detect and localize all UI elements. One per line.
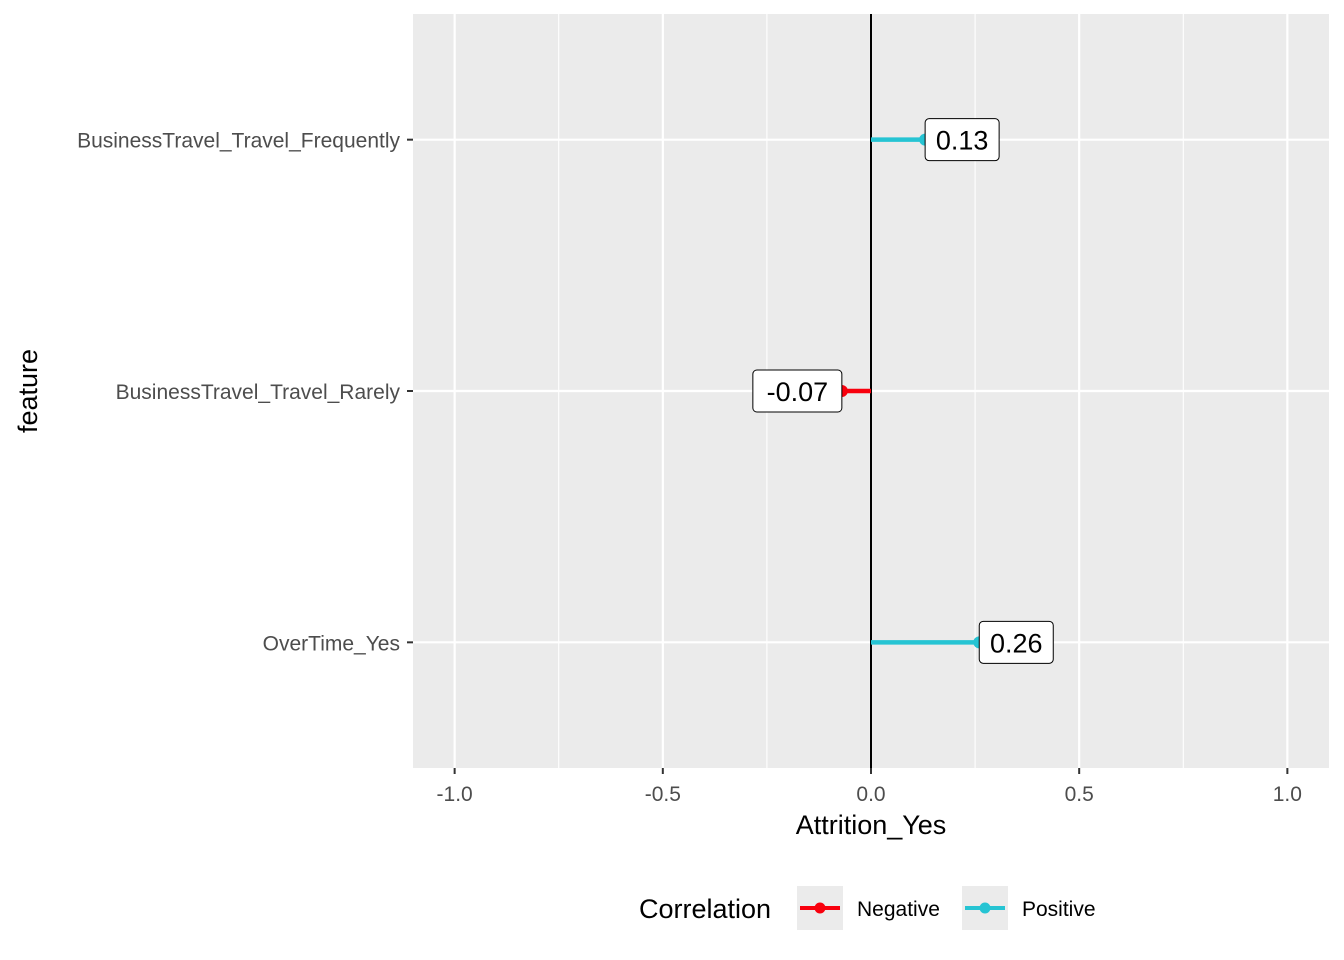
data-label-box <box>978 620 1054 664</box>
data-label: 0.26 <box>990 628 1043 658</box>
legend: Correlation Negative Positive <box>639 886 1096 930</box>
legend-title: Correlation <box>639 894 771 924</box>
y-tick-label: BusinessTravel_Travel_Frequently <box>77 130 400 153</box>
x-tick-label: 0.0 <box>856 783 885 806</box>
y-tick-label: BusinessTravel_Travel_Rarely <box>116 381 401 404</box>
x-axis-title: Attrition_Yes <box>796 810 947 840</box>
legend-point-positive <box>979 902 991 914</box>
y-tick-label: OverTime_Yes <box>263 632 400 655</box>
data-label: -0.07 <box>767 377 829 407</box>
data-label-box <box>924 118 1000 162</box>
data-label: 0.13 <box>936 126 989 156</box>
legend-point-negative <box>814 902 826 914</box>
marks: 0.13 -0.07 0.26 <box>752 118 1054 664</box>
y-axis-title: feature <box>13 349 43 433</box>
legend-label-negative: Negative <box>857 898 940 921</box>
y-axis: BusinessTravel_Travel_Frequently Business… <box>77 130 413 655</box>
x-axis: -1.0 -0.5 0.0 0.5 1.0 <box>437 768 1302 806</box>
data-label-group: 0.13 <box>924 118 1000 162</box>
x-tick-label: -0.5 <box>645 783 681 806</box>
x-tick-label: 1.0 <box>1273 783 1302 806</box>
x-tick-label: -1.0 <box>437 783 473 806</box>
data-label-box <box>752 369 843 413</box>
legend-label-positive: Positive <box>1022 898 1096 921</box>
x-tick-label: 0.5 <box>1065 783 1094 806</box>
data-label-group: 0.26 <box>978 620 1054 664</box>
data-label-group: -0.07 <box>752 369 843 413</box>
